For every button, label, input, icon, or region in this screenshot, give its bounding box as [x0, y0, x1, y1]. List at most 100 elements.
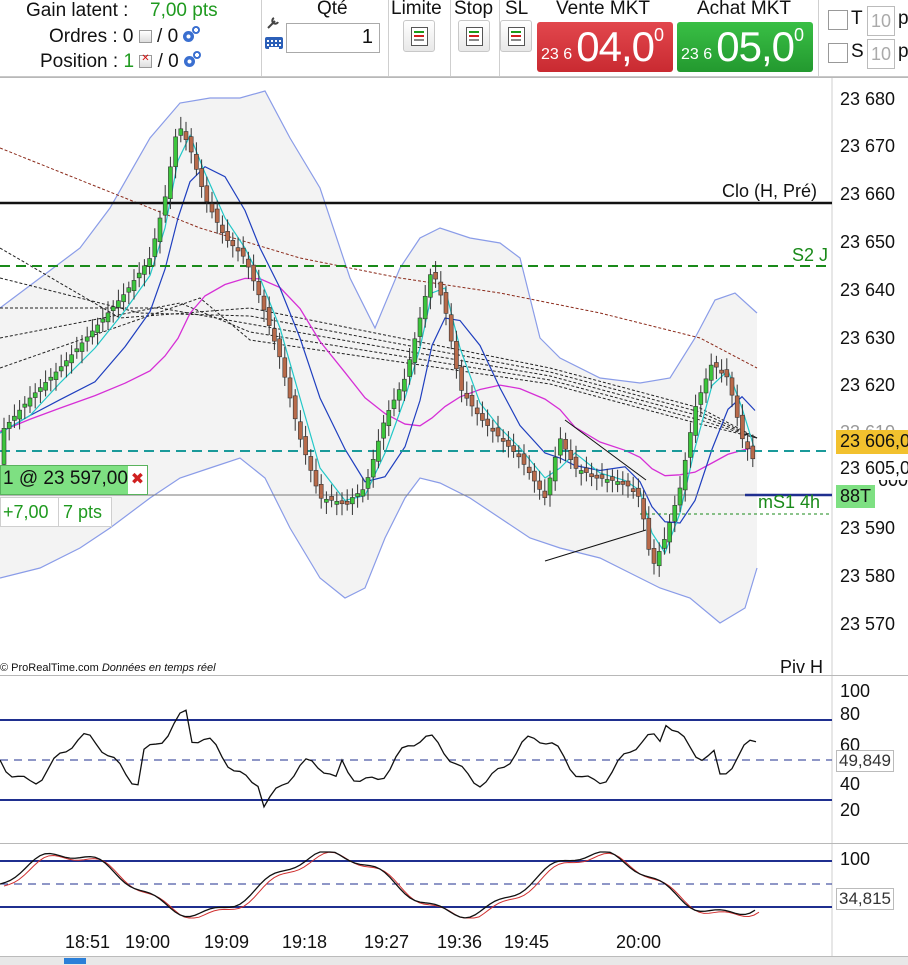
- sell-price-prefix: 23 6: [541, 46, 573, 63]
- buy-price-fraction: 0: [793, 25, 804, 45]
- candle-up: [84, 336, 90, 342]
- candle-down: [506, 439, 511, 447]
- candle-up: [412, 338, 418, 363]
- candle-up: [324, 498, 329, 503]
- candle-down: [266, 307, 272, 326]
- candle-down: [584, 467, 589, 473]
- stop-points-input[interactable]: 10: [867, 39, 895, 69]
- candle-down: [610, 476, 615, 481]
- candle-up: [407, 359, 412, 377]
- trendline-lower[interactable]: [544, 529, 647, 562]
- candle-down: [199, 168, 204, 187]
- candle-up: [105, 312, 111, 323]
- cyan-moving-average: [0, 134, 756, 555]
- position-marker[interactable]: 1 @ 23 597,00 ✖: [0, 465, 148, 495]
- scrollbar-thumb[interactable]: [64, 958, 86, 964]
- candle-down: [625, 480, 631, 487]
- dashed-ma-line: [0, 297, 758, 439]
- candle-down: [651, 548, 657, 564]
- bottom-scrollbar[interactable]: [0, 956, 908, 965]
- candle-up: [376, 440, 381, 462]
- keyboard-icon[interactable]: [265, 37, 283, 49]
- buy-market-button[interactable]: 23 6 05,00: [677, 22, 813, 72]
- candle-up: [38, 387, 43, 392]
- y-tick: 23 680: [840, 89, 896, 109]
- candle-down: [251, 264, 256, 282]
- gear-icon[interactable]: [183, 56, 195, 68]
- buy-price-main: 05,00: [716, 23, 804, 71]
- stop-checkbox[interactable]: [828, 43, 848, 63]
- candle-down: [448, 314, 454, 342]
- target-suffix: p: [898, 8, 908, 29]
- bid-price-tag: 23 605,0: [836, 457, 908, 480]
- candle-down: [308, 456, 314, 471]
- candle-up: [131, 280, 137, 291]
- candle-down: [526, 466, 532, 474]
- candle-down: [318, 484, 324, 499]
- candle-down: [454, 341, 459, 370]
- candle-down: [339, 500, 345, 505]
- price-chart-pane[interactable]: 23 680 23 670 23 660 23 650 23 640 23 63…: [0, 77, 908, 677]
- candle-up: [402, 378, 407, 392]
- candle-up: [142, 265, 147, 275]
- gear-icon[interactable]: [183, 31, 195, 43]
- position-total: / 0: [157, 51, 179, 72]
- candle-down: [220, 224, 225, 234]
- limit-label: Limite: [391, 0, 442, 19]
- candle-up: [547, 477, 553, 496]
- target-checkbox[interactable]: [828, 10, 848, 30]
- x-tick: 19:09: [204, 932, 250, 952]
- order-ticket-icon: [508, 27, 525, 46]
- y-tick: 23 580: [840, 566, 896, 586]
- limit-order-button[interactable]: [403, 20, 435, 52]
- close-position-icon[interactable]: ✖: [128, 466, 147, 494]
- candle-down: [287, 377, 293, 399]
- candle-down: [480, 413, 485, 421]
- stop-order-button[interactable]: [458, 20, 490, 52]
- candle-down: [750, 445, 756, 460]
- magenta-moving-average: [0, 277, 756, 477]
- piv-line-label: Piv H: [780, 657, 824, 677]
- candle-up: [74, 348, 80, 353]
- target-points-input[interactable]: 10: [867, 6, 895, 36]
- cancel-orders-icon[interactable]: [138, 30, 152, 44]
- quantity-input[interactable]: 1: [286, 23, 380, 53]
- ms1-line-label: mS1 4h: [758, 492, 821, 512]
- candle-up: [615, 481, 620, 485]
- stochastic-pane[interactable]: 100 34,815: [0, 843, 908, 957]
- candle-down: [344, 500, 350, 505]
- sell-market-button[interactable]: 23 6 04,00: [537, 22, 673, 72]
- separator: [499, 0, 500, 76]
- stop-loss-button[interactable]: [500, 20, 532, 52]
- candle-up: [48, 376, 54, 381]
- target-label: T: [851, 8, 863, 29]
- candle-up: [688, 432, 693, 458]
- candle-down: [225, 231, 230, 241]
- wrench-icon[interactable]: [266, 16, 282, 30]
- clo-line-label: Clo (H, Pré): [722, 181, 818, 201]
- rsi-pane[interactable]: 100 80 60 40 20 49,849: [0, 675, 908, 844]
- candle-down: [630, 488, 636, 493]
- candle-down: [719, 369, 724, 374]
- sl-label: SL: [505, 0, 529, 19]
- candle-down: [240, 247, 246, 257]
- candle-up: [386, 410, 392, 427]
- gain-latent-value: 7,00 pts: [150, 0, 218, 21]
- close-position-icon[interactable]: [139, 53, 153, 69]
- candle-up: [43, 382, 48, 391]
- candle-down: [474, 407, 480, 415]
- candle-up: [703, 378, 709, 394]
- candle-down: [292, 395, 298, 420]
- rsi-tick: 40: [840, 774, 861, 794]
- price-chart-canvas[interactable]: [0, 78, 908, 676]
- trendline-upper[interactable]: [564, 419, 647, 481]
- buy-price-prefix: 23 6: [681, 46, 713, 63]
- rsi-tick: 80: [840, 704, 861, 724]
- candle-down: [568, 450, 574, 460]
- stoch-d-line: [3, 851, 760, 919]
- x-tick: 19:00: [125, 932, 171, 952]
- candle-up: [365, 477, 371, 489]
- candle-down: [485, 418, 490, 426]
- candle-up: [53, 371, 59, 380]
- candle-down: [729, 377, 735, 396]
